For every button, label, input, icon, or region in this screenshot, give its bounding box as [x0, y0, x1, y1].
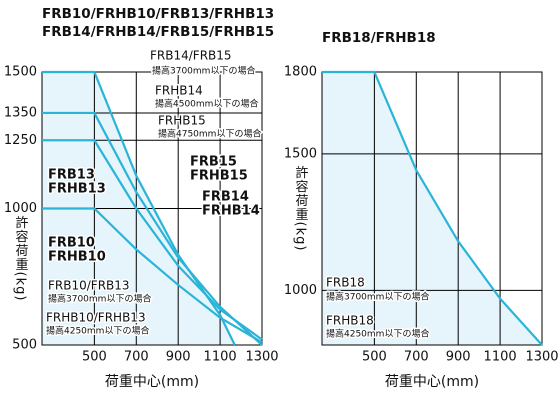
annotation: FRB13	[48, 168, 95, 183]
annotation: FRB10	[48, 236, 95, 251]
annotation: 揚高3700mm以下の場合	[48, 293, 151, 305]
y-tick-label: 1350	[4, 105, 37, 120]
x-tick-label: 900	[446, 350, 471, 365]
y-axis-label: 許容荷重(kg)	[13, 216, 29, 302]
annotation: 揚高3700mm以下の場合	[152, 65, 255, 77]
y-tick-label: 1000	[284, 283, 317, 298]
x-tick-label: 500	[362, 350, 387, 365]
curve	[322, 70, 543, 346]
annotation: 揚高4500mm以下の場合	[155, 98, 258, 110]
annotation: FRB18	[326, 276, 365, 290]
y-tick-label: 1500	[284, 146, 317, 161]
curve	[42, 139, 263, 341]
curve	[42, 207, 263, 344]
annotation: FRB15	[190, 155, 237, 170]
annotation: 揚高4250mm以下の場合	[326, 328, 429, 340]
x-axis-label: 荷重中心(mm)	[105, 374, 199, 390]
annotation: FRB14	[202, 190, 249, 205]
y-tick-label: 1800	[284, 65, 317, 80]
y-tick-label: 1500	[4, 65, 37, 80]
annotation: FRHB14	[155, 84, 203, 98]
curve	[42, 111, 263, 346]
y-tick-label: 1250	[4, 133, 37, 148]
annotation: 揚高4250mm以下の場合	[46, 325, 149, 337]
chart-title: FRB14/FRHB14/FRB15/FRHB15	[42, 24, 274, 40]
x-tick-label: 1100	[204, 350, 237, 365]
x-axis-label: 荷重中心(mm)	[385, 374, 479, 390]
annotation: FRHB15	[158, 114, 206, 128]
annotation: FRB14/FRB15	[150, 49, 232, 63]
annotation: FRHB14	[202, 204, 260, 219]
annotation: FRHB18	[326, 314, 374, 328]
x-tick-label: 1300	[245, 350, 278, 365]
annotation: 揚高4750mm以下の場合	[158, 128, 261, 140]
annotation: FRHB10	[48, 250, 106, 265]
annotation: FRHB13	[48, 182, 106, 197]
x-tick-label: 700	[404, 350, 429, 365]
x-tick-label: 900	[166, 350, 191, 365]
x-tick-label: 500	[82, 350, 107, 365]
annotation: 揚高3700mm以下の場合	[326, 291, 429, 303]
y-tick-label: 1000	[4, 201, 37, 216]
y-axis-label: 許容荷重(kg)	[293, 166, 309, 252]
annotation: FRB10/FRB13	[48, 279, 130, 293]
annotation: FRHB10/FRHB13	[46, 311, 146, 325]
x-tick-label: 700	[124, 350, 149, 365]
x-tick-label: 1100	[484, 350, 517, 365]
chart-title: FRB10/FRHB10/FRB13/FRHB13	[42, 6, 274, 22]
area-fill	[322, 72, 542, 345]
chart-title: FRB18/FRHB18	[322, 30, 436, 46]
y-tick-label: 500	[12, 338, 37, 353]
annotation: FRHB15	[190, 169, 248, 184]
x-tick-label: 1300	[525, 350, 558, 365]
